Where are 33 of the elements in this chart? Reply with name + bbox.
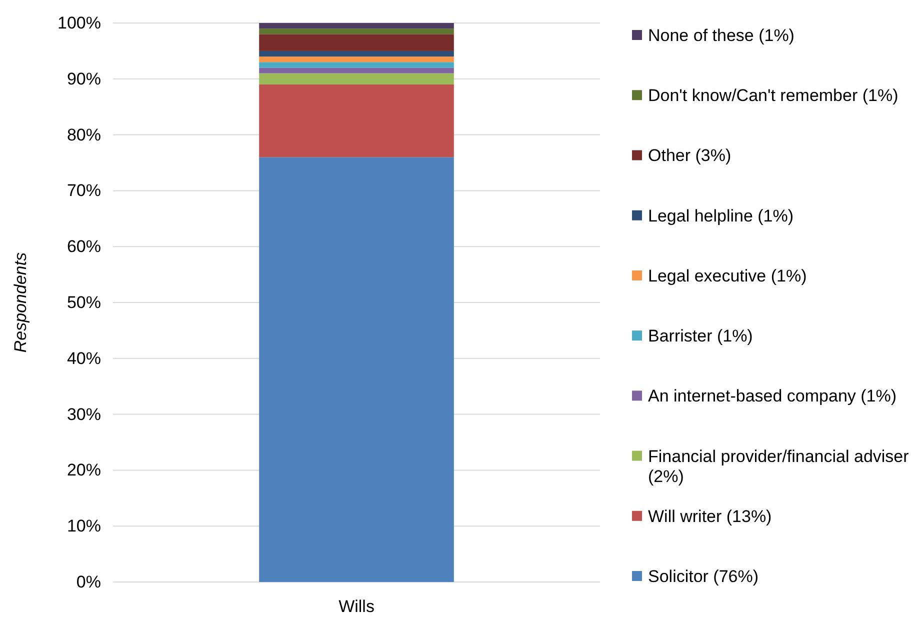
bar (259, 84, 454, 158)
y-tick-label: 80% (66, 125, 101, 144)
bar (259, 23, 454, 29)
legend-label: Legal helpline (1%) (648, 206, 794, 226)
y-tick-label: 50% (66, 292, 101, 312)
bar (259, 68, 454, 74)
y-tick-label: 60% (66, 237, 101, 256)
legend-label: Solicitor (76%) (648, 567, 759, 586)
legend-label: Other (3%) (648, 146, 732, 166)
bar (259, 157, 454, 582)
legend-label: Barrister (1%) (648, 326, 753, 346)
y-tick-label: 40% (66, 348, 101, 368)
bar (259, 28, 454, 34)
y-tick-label: 90% (66, 69, 101, 88)
x-tick-label: Wills (338, 597, 374, 616)
bar (259, 62, 454, 68)
legend-label: Will writer (13%) (648, 506, 772, 526)
bar (259, 56, 454, 62)
y-tick-label: 10% (66, 516, 101, 536)
y-tick-label: 70% (66, 181, 101, 200)
y-tick-label: 20% (66, 460, 101, 480)
y-tick-label: 100% (58, 13, 101, 32)
legend-label: Financial provider/financial adviser (2%) (648, 446, 910, 486)
y-axis-title: Respondents (11, 252, 30, 353)
y-tick-label: 0% (76, 572, 101, 592)
legend-label: None of these (1%) (648, 26, 794, 45)
y-tick-label: 30% (66, 404, 101, 424)
legend-label: Legal executive (1%) (648, 266, 807, 286)
bar (259, 50, 454, 57)
legend-label: Don't know/Can't remember (1%) (648, 86, 898, 106)
bar (259, 34, 454, 51)
legend-label: An internet-based company (1%) (648, 386, 897, 406)
bar (259, 73, 454, 84)
